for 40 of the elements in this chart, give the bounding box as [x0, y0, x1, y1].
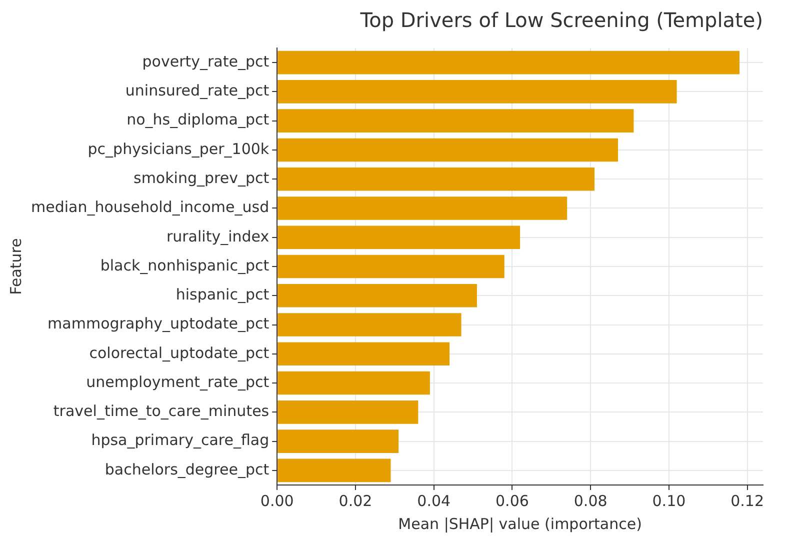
y-tick-label: travel_time_to_care_minutes: [53, 402, 270, 420]
y-tick-label: rurality_index: [166, 227, 270, 246]
bar: [278, 50, 740, 74]
bar: [278, 226, 520, 250]
y-tick-label: hpsa_primary_care_flag: [91, 431, 270, 450]
y-tick-label: pc_physicians_per_100k: [88, 140, 270, 158]
bar: [278, 342, 450, 366]
y-tick-label: no_hs_diploma_pct: [126, 110, 270, 129]
x-tick-label: 0.04: [417, 492, 451, 510]
y-tick-label: black_nonhispanic_pct: [100, 256, 270, 274]
x-tick-label: 0.02: [338, 492, 372, 510]
bar: [278, 430, 399, 453]
y-tick-label: smoking_prev_pct: [134, 168, 270, 187]
y-tick-label: uninsured_rate_pct: [125, 82, 270, 100]
x-tick-label: 0.08: [574, 492, 608, 510]
x-tick-label: 0.06: [496, 492, 529, 510]
x-tick-label: 0.00: [260, 492, 294, 510]
y-axis-title: Feature: [6, 238, 25, 295]
y-tick-label: hispanic_pct: [176, 286, 270, 304]
y-tick-label: median_household_income_usd: [30, 198, 270, 216]
bar: [278, 254, 504, 278]
y-tick-label: unemployment_rate_pct: [86, 372, 270, 391]
bar: [278, 313, 462, 336]
x-tick-label: 0.12: [730, 492, 764, 510]
bar: [278, 284, 477, 308]
y-tick-label: bachelors_degree_pct: [104, 460, 270, 478]
chart-title: Top Drivers of Low Screening (Template): [359, 8, 763, 32]
bar: [278, 109, 634, 132]
bar: [278, 400, 418, 424]
bar: [278, 196, 568, 220]
bar: [278, 458, 391, 482]
x-axis-title: Mean |SHAP| value (importance): [398, 514, 642, 533]
x-tick-label: 0.10: [652, 492, 686, 510]
y-tick-label: colorectal_uptodate_pct: [89, 344, 270, 362]
y-tick-label: mammography_uptodate_pct: [48, 314, 270, 333]
bar: [278, 138, 618, 162]
bar: [278, 371, 430, 395]
bar: [278, 167, 595, 191]
y-tick-label: poverty_rate_pct: [142, 52, 270, 70]
bar: [278, 80, 677, 104]
